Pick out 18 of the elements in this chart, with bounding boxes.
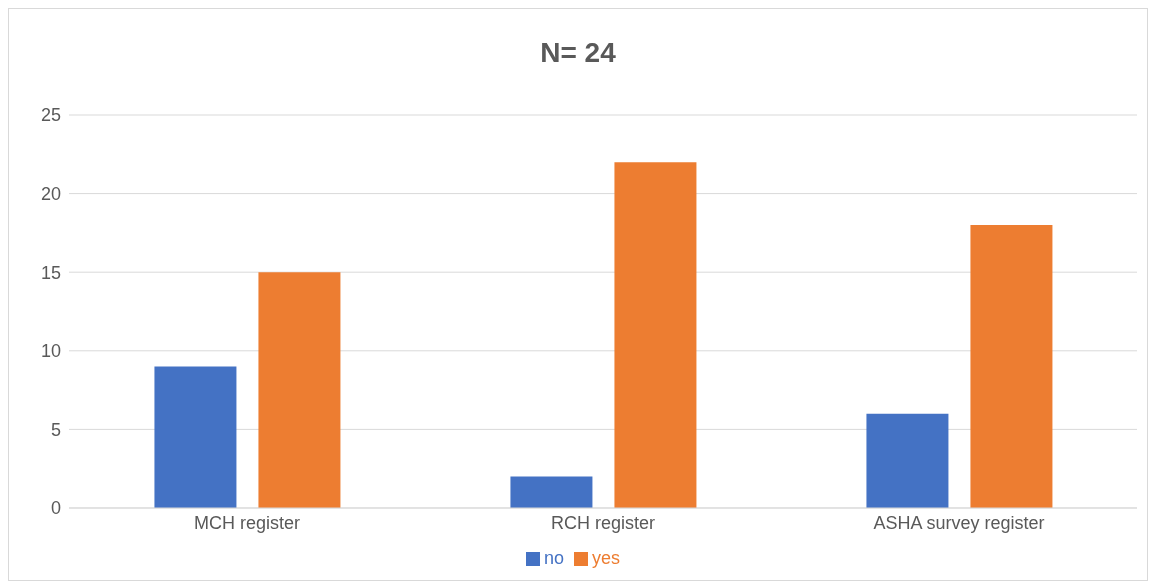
y-tick-label: 0	[50, 498, 61, 519]
bar	[510, 476, 593, 508]
bar	[258, 272, 341, 508]
y-tick-label: 10	[40, 341, 61, 362]
y-tick-label: 5	[50, 419, 61, 440]
y-tick-label: 15	[40, 262, 61, 283]
legend-label: no	[543, 548, 564, 568]
bar	[614, 162, 697, 508]
bar	[866, 413, 949, 508]
legend-label: yes	[592, 548, 621, 568]
x-tick-label: MCH register	[193, 512, 301, 533]
x-tick-label: ASHA survey register	[873, 512, 1045, 533]
chart-title: N= 24	[539, 36, 617, 70]
x-tick-label: RCH register	[550, 512, 656, 533]
y-tick-label: 20	[40, 183, 61, 204]
bar	[970, 225, 1053, 508]
y-tick-label: 25	[40, 105, 61, 126]
bar	[154, 366, 237, 508]
